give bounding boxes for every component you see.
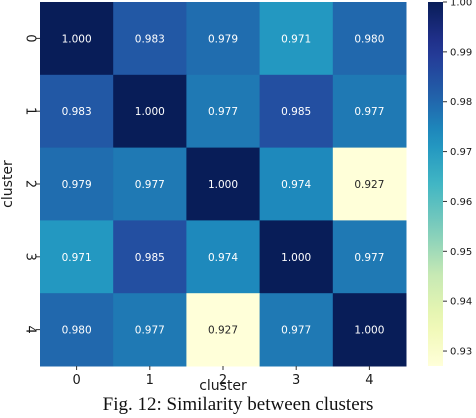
cell-value-label-3-3: 1.000 [281,252,311,264]
figure-caption: Fig. 12: Similarity between clusters [102,394,374,415]
heatmap-cell-2-0 [40,147,114,221]
colorbar-gradient [428,2,443,366]
colorbar-tick-label-1: 0.94 [450,297,472,308]
cell-value-label-3-1: 0.985 [135,252,165,264]
colorbar-tick-label-7: 1.00 [450,0,472,9]
cell-value-label-4-1: 0.977 [135,325,165,337]
cell-value-label-0-4: 0.980 [354,33,384,45]
cell-value-label-4-2: 0.927 [208,325,238,337]
y-tick-label-1: 1 [23,107,38,115]
cell-value-label-4-4: 1.000 [354,325,384,337]
cell-value-label-2-3: 0.974 [281,179,311,191]
heatmap-cell-2-4 [332,147,407,221]
cell-value-label-2-4: 0.927 [354,179,384,191]
cell-value-label-0-0: 1.000 [62,33,92,45]
heatmap-cell-1-0 [40,74,114,149]
heatmap-cell-4-2 [186,293,261,367]
y-axis-ticks: 0 1 2 3 4 [23,34,40,334]
x-tick-label-0: 0 [72,373,80,388]
heatmap-cell-2-1 [113,147,187,221]
cell-value-label-4-3: 0.977 [281,325,311,337]
heatmap-cell-0-0 [40,2,114,76]
cell-value-label-4-0: 0.980 [62,325,92,337]
heatmap-cell-4-0 [40,293,114,367]
colorbar-tick-label-0: 0.93 [450,347,472,358]
colorbar-tick-label-3: 0.96 [450,197,472,208]
heatmap-cell-4-1 [113,293,187,367]
heatmap-cell-3-4 [332,220,407,294]
heatmap-cell-1-2 [186,74,261,149]
colorbar-tick-label-5: 0.98 [450,97,472,108]
heatmap-cell-3-3 [259,220,334,294]
colorbar: 0.93 0.94 0.95 0.96 0.97 0.98 0.99 1.00 [428,0,472,366]
heatmap-cell-3-0 [40,220,114,294]
colorbar-tick-label-4: 0.97 [450,147,472,158]
cell-value-label-2-1: 0.977 [135,179,165,191]
cell-value-label-3-2: 0.974 [208,252,238,264]
y-tick-label-4: 4 [23,325,38,333]
heatmap-cell-3-1 [113,220,187,294]
cell-value-label-0-1: 0.983 [135,33,165,45]
cell-value-label-1-1: 1.000 [135,106,165,118]
heatmap-cell-2-3 [259,147,334,221]
heatmap-cell-3-2 [186,220,261,294]
heatmap-cell-1-3 [259,74,334,149]
cell-value-label-0-2: 0.979 [208,33,238,45]
colorbar-tick-label-2: 0.95 [450,247,472,258]
cell-value-label-1-2: 0.977 [208,106,238,118]
heatmap-cell-2-2 [186,147,261,221]
heatmap-cell-4-4 [332,293,407,367]
x-tick-label-2: 2 [219,373,227,388]
heatmap-cell-0-4 [332,2,407,76]
cell-value-label-1-3: 0.985 [281,106,311,118]
cell-value-label-2-0: 0.979 [62,179,92,191]
cell-value-label-3-4: 0.977 [354,252,384,264]
cell-value-label-2-2: 1.000 [208,179,238,191]
cell-value-label-0-3: 0.971 [281,33,311,45]
x-axis-label: cluster [199,378,247,392]
cell-value-label-1-0: 0.983 [62,106,92,118]
x-tick-label-4: 4 [365,373,373,388]
y-tick-label-3: 3 [23,253,38,261]
heatmap-cell-0-1 [113,2,187,76]
cell-value-label-3-0: 0.971 [62,252,92,264]
heatmap-cells: 1.000 0.983 0.979 0.971 0.980 0.983 1.000 0.977… [40,2,407,367]
x-tick-label-1: 1 [146,373,154,388]
x-tick-label-3: 3 [292,373,300,388]
x-axis-ticks: 0 1 2 3 4 [72,366,374,388]
heatmap-cell-0-2 [186,2,261,76]
heatmap-cell-4-3 [259,293,334,367]
colorbar-tick-label-6: 0.99 [450,47,472,58]
heatmap-cell-0-3 [259,2,334,76]
y-tick-label-2: 2 [23,180,38,188]
cell-value-label-1-4: 0.977 [354,106,384,118]
heatmap-cell-1-4 [332,74,407,149]
y-axis-label: cluster [0,160,16,208]
y-tick-label-0: 0 [23,34,38,42]
heatmap-cell-1-1 [113,74,187,149]
